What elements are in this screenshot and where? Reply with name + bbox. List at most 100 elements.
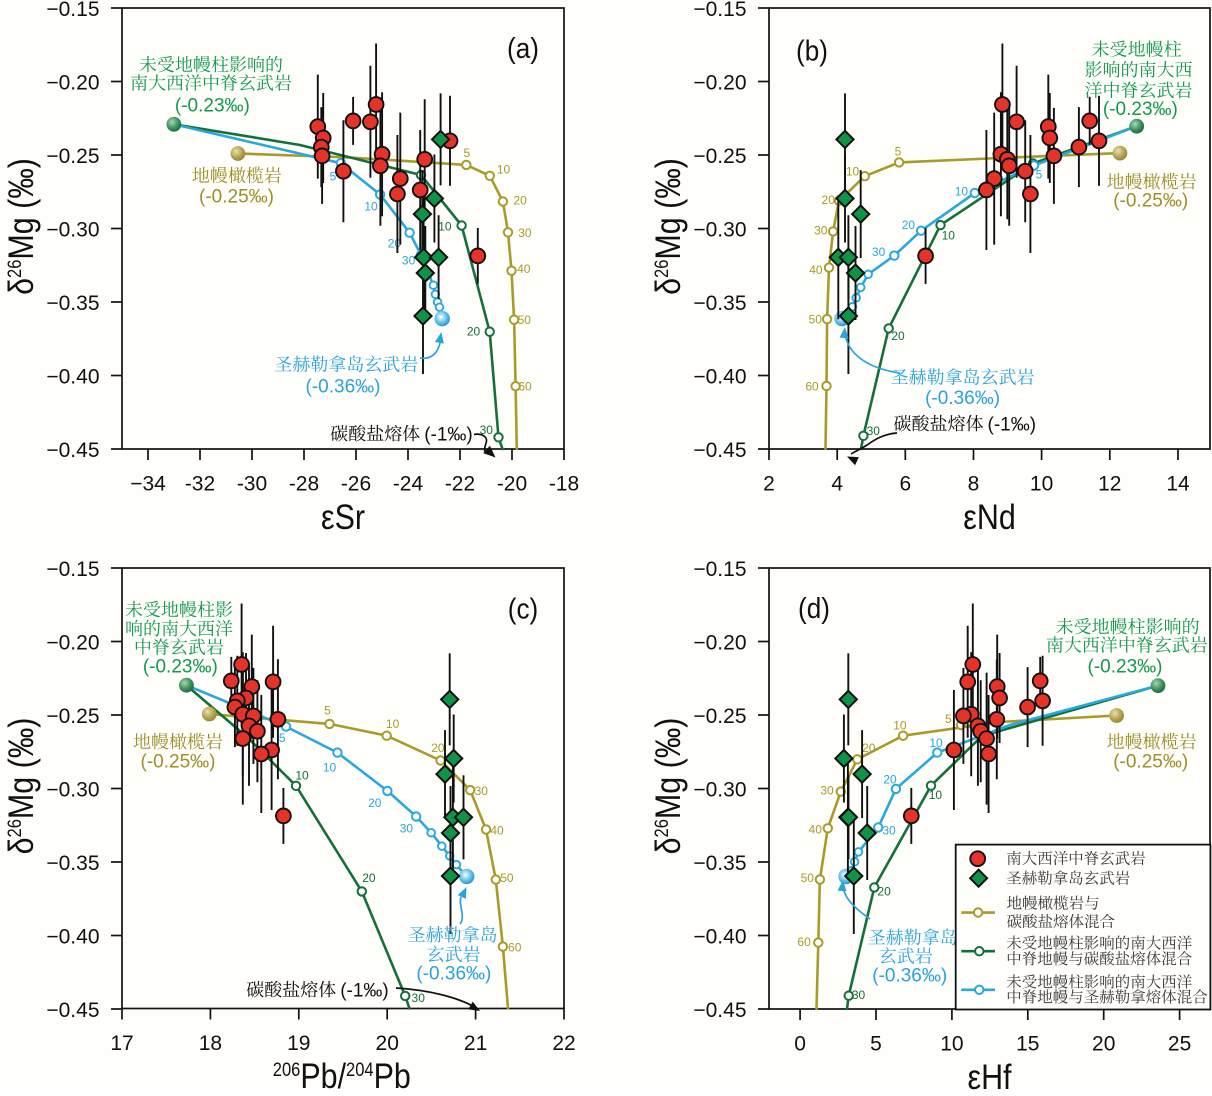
svg-text:8: 8 xyxy=(968,473,980,496)
svg-text:(-0.23‰): (-0.23‰) xyxy=(1088,656,1163,677)
svg-text:30: 30 xyxy=(882,823,896,837)
svg-text:−0.30: −0.30 xyxy=(693,218,746,241)
svg-text:60: 60 xyxy=(508,941,522,955)
svg-text:−0.15: −0.15 xyxy=(46,558,99,581)
svg-text:(-0.25‰): (-0.25‰) xyxy=(1113,752,1188,773)
svg-text:30: 30 xyxy=(412,991,426,1005)
svg-text:12: 12 xyxy=(1098,473,1121,496)
svg-text:(-0.36‰): (-0.36‰) xyxy=(925,388,1000,409)
svg-text:40: 40 xyxy=(809,263,823,277)
svg-text:5: 5 xyxy=(279,731,286,745)
svg-text:40: 40 xyxy=(517,262,531,276)
svg-text:30: 30 xyxy=(852,988,866,1002)
svg-text:15: 15 xyxy=(1016,1033,1039,1056)
svg-text:50: 50 xyxy=(801,871,815,885)
svg-text:30: 30 xyxy=(402,254,416,268)
svg-text:10: 10 xyxy=(323,761,337,775)
svg-text:10: 10 xyxy=(497,162,511,176)
svg-text:20: 20 xyxy=(362,871,376,885)
svg-text:10: 10 xyxy=(955,184,969,198)
svg-text:50: 50 xyxy=(518,313,532,327)
svg-text:−0.35: −0.35 xyxy=(693,292,746,315)
svg-text:10: 10 xyxy=(846,164,860,178)
svg-text:(-1‰): (-1‰) xyxy=(424,425,473,446)
svg-text:−0.35: −0.35 xyxy=(46,852,99,875)
svg-text:10: 10 xyxy=(1030,473,1053,496)
svg-text:−0.40: −0.40 xyxy=(46,365,99,388)
svg-text:20: 20 xyxy=(376,1032,399,1055)
svg-text:20: 20 xyxy=(368,796,382,810)
svg-text:20: 20 xyxy=(877,885,891,899)
svg-text:30: 30 xyxy=(400,822,414,836)
svg-text:50: 50 xyxy=(809,312,823,326)
svg-text:-32: -32 xyxy=(185,473,215,496)
svg-text:-20: -20 xyxy=(497,473,527,496)
svg-text:−0.45: −0.45 xyxy=(693,439,746,462)
svg-text:10: 10 xyxy=(942,228,956,242)
svg-text:30: 30 xyxy=(872,245,886,259)
svg-text:−0.30: −0.30 xyxy=(46,778,99,801)
svg-text:(-0.23‰): (-0.23‰) xyxy=(1103,99,1178,120)
svg-text:−0.20: −0.20 xyxy=(46,631,99,654)
svg-text:17: 17 xyxy=(110,1032,133,1055)
svg-text:40: 40 xyxy=(490,824,504,838)
svg-text:εSr: εSr xyxy=(321,497,365,536)
svg-text:(-0.36‰): (-0.36‰) xyxy=(306,377,381,398)
svg-text:−0.45: −0.45 xyxy=(46,999,99,1022)
svg-text:60: 60 xyxy=(797,935,811,949)
svg-text:−0.15: −0.15 xyxy=(693,558,746,581)
svg-text:10: 10 xyxy=(295,768,309,782)
svg-text:30: 30 xyxy=(518,226,532,240)
svg-text:6: 6 xyxy=(899,473,911,496)
svg-text:(-0.36‰): (-0.36‰) xyxy=(416,964,491,985)
svg-text:−0.15: −0.15 xyxy=(693,0,746,21)
svg-text:5: 5 xyxy=(330,170,337,184)
svg-text:−0.35: −0.35 xyxy=(693,852,746,875)
svg-text:(b): (b) xyxy=(796,34,828,67)
svg-text:(-0.36‰): (-0.36‰) xyxy=(872,966,947,987)
svg-text:30: 30 xyxy=(820,783,834,797)
svg-text:20: 20 xyxy=(891,329,905,343)
svg-text:50: 50 xyxy=(500,871,514,885)
svg-text:10: 10 xyxy=(893,718,907,732)
svg-text:−0.45: −0.45 xyxy=(693,999,746,1022)
svg-text:14: 14 xyxy=(1166,473,1190,496)
svg-text:5: 5 xyxy=(945,712,952,726)
svg-text:-30: -30 xyxy=(237,473,267,496)
svg-text:10: 10 xyxy=(929,788,943,802)
svg-text:4: 4 xyxy=(831,473,843,496)
svg-text:-22: -22 xyxy=(445,473,475,496)
svg-text:(-1‰): (-1‰) xyxy=(988,415,1037,436)
svg-text:−0.20: −0.20 xyxy=(693,631,746,654)
svg-text:−0.15: −0.15 xyxy=(46,0,99,21)
svg-text:20: 20 xyxy=(883,772,897,786)
svg-text:-24: -24 xyxy=(393,473,424,496)
svg-text:−0.40: −0.40 xyxy=(693,365,746,388)
svg-text:−0.30: −0.30 xyxy=(693,778,746,801)
svg-text:10: 10 xyxy=(364,200,378,214)
svg-text:−0.25: −0.25 xyxy=(693,145,746,168)
svg-text:(a): (a) xyxy=(507,32,539,65)
svg-text:−0.25: −0.25 xyxy=(46,145,99,168)
svg-text:−0.25: −0.25 xyxy=(46,705,99,728)
svg-text:10: 10 xyxy=(438,219,452,233)
svg-text:(-1‰): (-1‰) xyxy=(340,981,389,1002)
svg-text:30: 30 xyxy=(480,423,494,437)
svg-text:20: 20 xyxy=(467,324,481,338)
svg-text:30: 30 xyxy=(814,224,828,238)
svg-text:εHf: εHf xyxy=(967,1057,1012,1091)
svg-text:206Pb/204Pb: 206Pb/204Pb xyxy=(273,1056,411,1091)
svg-text:30: 30 xyxy=(867,424,881,438)
svg-text:25: 25 xyxy=(1168,1033,1191,1056)
svg-text:εNd: εNd xyxy=(963,497,1015,536)
svg-text:(c): (c) xyxy=(508,592,538,625)
svg-text:60: 60 xyxy=(805,379,819,393)
svg-text:5: 5 xyxy=(464,146,471,160)
svg-text:δ26Mg (‰): δ26Mg (‰) xyxy=(648,718,687,855)
svg-text:−0.20: −0.20 xyxy=(693,71,746,94)
svg-text:(-0.23‰): (-0.23‰) xyxy=(175,95,250,116)
svg-text:(-0.25‰): (-0.25‰) xyxy=(1113,190,1188,211)
svg-text:5: 5 xyxy=(870,1033,882,1056)
svg-text:20: 20 xyxy=(902,218,916,232)
svg-text:−0.40: −0.40 xyxy=(693,925,746,948)
